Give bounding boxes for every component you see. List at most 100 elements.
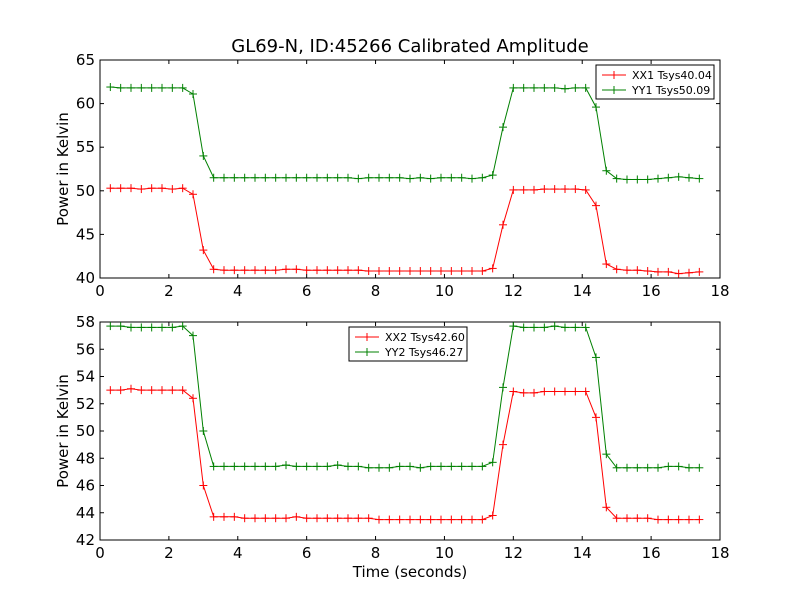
data-point-marker <box>530 388 538 397</box>
data-point-marker <box>581 185 590 194</box>
data-point-marker <box>292 462 301 471</box>
data-point-marker <box>302 173 311 182</box>
data-point-marker <box>540 323 549 332</box>
data-point-marker <box>664 173 673 182</box>
data-point-marker <box>457 173 466 182</box>
data-point-marker <box>654 267 662 276</box>
data-point-marker <box>623 266 631 275</box>
data-point-marker <box>416 173 425 182</box>
data-point-marker <box>251 514 259 523</box>
data-point-marker <box>189 90 197 99</box>
data-point-marker <box>209 462 218 471</box>
data-point-marker <box>395 173 404 182</box>
x-tick-label: 18 <box>710 282 729 300</box>
x-tick-label: 14 <box>573 282 592 300</box>
data-point-marker <box>447 515 456 524</box>
data-point-marker <box>602 450 611 459</box>
data-point-marker <box>251 266 259 275</box>
data-point-marker <box>116 386 125 395</box>
data-point-marker <box>519 185 528 194</box>
data-point-marker <box>292 512 301 521</box>
series-line-xx2 <box>110 388 700 521</box>
data-point-marker <box>375 267 383 276</box>
data-point-marker <box>147 83 156 92</box>
data-point-marker <box>468 174 476 183</box>
data-point-marker <box>344 462 352 471</box>
data-point-marker <box>333 461 342 470</box>
data-point-marker <box>406 462 414 471</box>
data-point-marker <box>468 515 476 524</box>
data-point-marker <box>127 184 135 193</box>
data-point-marker <box>612 463 621 472</box>
data-point-marker <box>199 427 208 435</box>
data-point-marker <box>354 174 363 183</box>
data-point-marker <box>292 173 301 182</box>
y-tick-label: 42 <box>76 531 95 549</box>
data-point-marker <box>178 184 187 193</box>
data-point-marker <box>447 462 456 471</box>
x-tick-label: 14 <box>573 544 592 562</box>
data-point-marker <box>220 266 228 275</box>
data-point-marker <box>695 515 704 524</box>
data-point-marker <box>602 260 611 269</box>
legend-label: YY1 Tsys50.09 <box>631 84 710 97</box>
data-point-marker <box>220 173 228 182</box>
data-point-marker <box>282 173 290 182</box>
data-point-marker <box>261 266 270 275</box>
data-point-marker <box>654 174 662 183</box>
data-point-marker <box>158 184 166 193</box>
data-point-marker <box>189 394 197 403</box>
data-point-marker <box>643 175 652 184</box>
y-tick-label: 50 <box>76 422 95 440</box>
data-point-marker <box>509 322 518 331</box>
data-point-marker <box>230 512 239 521</box>
y-axis-label: Power in Kelvin <box>54 374 72 488</box>
data-point-marker <box>158 83 166 92</box>
data-point-marker <box>447 173 456 182</box>
x-tick-label: 4 <box>233 544 243 562</box>
data-point-marker <box>240 173 249 182</box>
data-point-marker <box>685 173 693 182</box>
data-point-marker <box>240 462 249 471</box>
data-point-marker <box>633 175 642 184</box>
data-point-marker <box>426 462 435 471</box>
data-point-marker <box>333 173 342 182</box>
data-point-marker <box>375 173 383 182</box>
data-point-marker <box>209 512 218 521</box>
data-point-marker <box>168 386 177 395</box>
data-point-marker <box>695 267 704 276</box>
data-point-marker <box>540 83 549 92</box>
y-tick-label: 55 <box>76 138 95 156</box>
data-point-marker <box>158 323 166 332</box>
data-point-marker <box>137 386 146 395</box>
data-point-marker <box>364 514 373 523</box>
data-point-marker <box>623 175 631 184</box>
data-point-marker <box>251 173 259 182</box>
data-point-marker <box>509 387 518 396</box>
data-point-marker <box>323 266 332 275</box>
data-point-marker <box>323 514 332 523</box>
data-point-marker <box>674 515 683 524</box>
data-point-marker <box>550 387 559 396</box>
data-point-marker <box>664 515 673 524</box>
data-point-marker <box>178 322 187 331</box>
x-tick-label: 0 <box>95 282 105 300</box>
y-axis-label: Power in Kelvin <box>54 112 72 226</box>
x-tick-label: 12 <box>504 544 523 562</box>
data-point-marker <box>499 440 507 449</box>
data-point-marker <box>302 514 311 523</box>
x-tick-label: 2 <box>164 282 174 300</box>
data-point-marker <box>116 322 125 331</box>
data-point-marker <box>509 185 518 194</box>
data-point-marker <box>540 387 549 396</box>
data-point-marker <box>488 171 497 180</box>
x-tick-label: 10 <box>435 544 454 562</box>
data-point-marker <box>137 323 146 332</box>
y-tick-label: 65 <box>76 51 95 69</box>
legend-label: XX2 Tsys42.60 <box>385 331 465 344</box>
x-tick-label: 6 <box>302 282 312 300</box>
data-point-marker <box>271 514 280 523</box>
y-tick-label: 40 <box>76 269 95 287</box>
data-point-marker <box>602 166 611 175</box>
